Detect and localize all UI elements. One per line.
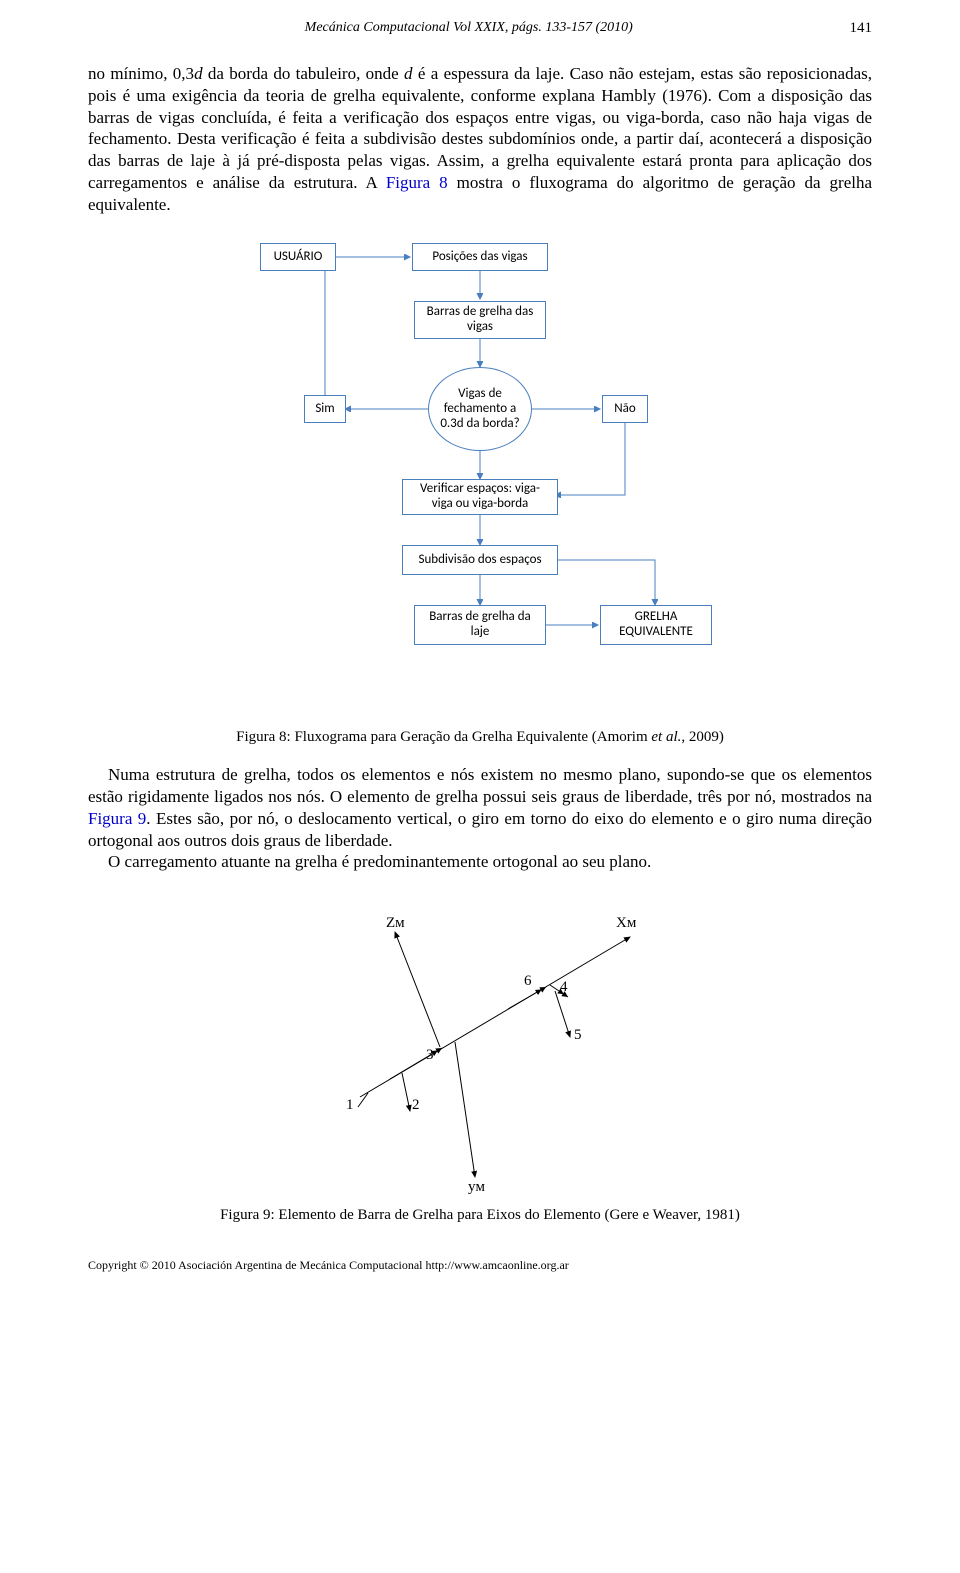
text-run: Numa estrutura de grelha, todos os eleme… [88,765,872,806]
page-footer: Copyright © 2010 Asociación Argentina de… [0,1252,960,1281]
label-zm: Zᴍ [386,915,405,932]
label-5: 5 [574,1027,582,1044]
node-nao: Não [602,395,648,423]
page-number: 141 [849,20,872,37]
var-d: d [194,64,203,83]
text-run: , 2009) [681,729,724,745]
figure-ref: Figura 9 [88,809,146,828]
label-1: 1 [346,1097,354,1114]
node-posicoes: Posições das vigas [412,243,548,271]
label-ym: yᴍ [468,1179,485,1196]
paragraph-3: O carregamento atuante na grelha é predo… [88,851,872,873]
label-3: 3 [426,1047,434,1064]
node-usuario: USUÁRIO [260,243,336,271]
label-2: 2 [412,1097,420,1114]
axis-svg [290,897,670,1197]
flowchart: USUÁRIO Posições das vigas Barras de gre… [200,239,760,719]
text-run: et al. [651,729,681,745]
var-d: d [404,64,413,83]
label-6: 6 [524,973,532,990]
paragraph-2: Numa estrutura de grelha, todos os eleme… [88,764,872,873]
figure-9: Zᴍ Xᴍ yᴍ 1 2 3 4 5 6 [88,897,872,1197]
node-barras-vigas: Barras de grelha das vigas [414,301,546,339]
label-xm: Xᴍ [616,915,636,932]
label-4: 4 [560,979,568,996]
figure-ref: Figura 8 [386,173,448,192]
axis-diagram: Zᴍ Xᴍ yᴍ 1 2 3 4 5 6 [290,897,670,1197]
page-header: Mecánica Computacional Vol XXIX, págs. 1… [88,20,872,37]
node-barras-laje: Barras de grelha da laje [414,605,546,645]
node-subdivisao: Subdivisão dos espaços [402,545,558,575]
node-decision: Vigas de fechamento a 0.3d da borda? [428,367,532,451]
text-run: da borda do tabuleiro, onde [203,64,404,83]
text-run: Figura 8: Fluxograma para Geração da Gre… [236,729,651,745]
paragraph-1: no mínimo, 0,3d da borda do tabuleiro, o… [88,63,872,215]
journal-title: Mecánica Computacional Vol XXIX, págs. 1… [305,20,633,37]
text-run: no mínimo, 0,3 [88,64,194,83]
text-run: . Estes são, por nó, o deslocamento vert… [88,809,872,850]
node-grelha-equivalente: GRELHA EQUIVALENTE [600,605,712,645]
figure-9-caption: Figura 9: Elemento de Barra de Grelha pa… [88,1207,872,1224]
node-verificar: Verificar espaços: viga-viga ou viga-bor… [402,479,558,515]
node-sim: Sim [304,395,346,423]
figure-8: USUÁRIO Posições das vigas Barras de gre… [88,239,872,719]
figure-8-caption: Figura 8: Fluxograma para Geração da Gre… [88,729,872,746]
